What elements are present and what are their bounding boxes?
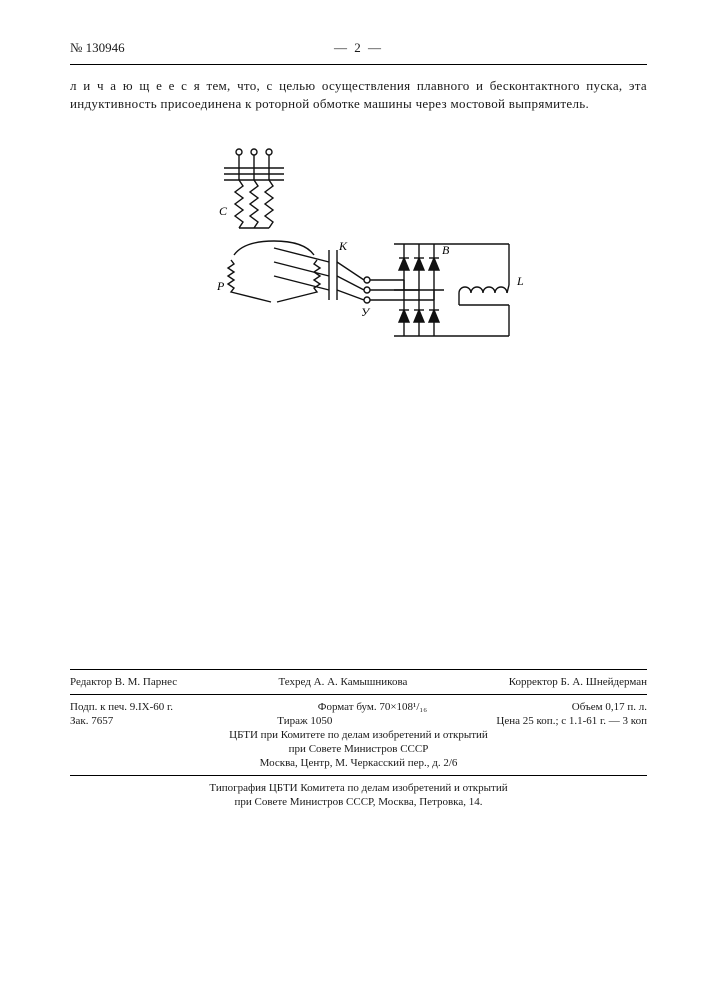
label-B: В [442,243,450,257]
volume: Объем 0,17 п. л. [572,701,647,713]
rule-1 [70,694,647,695]
paper-format: Формат бум. 70×108¹/₁₆ [318,701,427,713]
order-no: Зак. 7657 [70,715,113,727]
header-underline [70,64,647,65]
typography-line-1: Типография ЦБТИ Комитета по делам изобре… [70,782,647,794]
label-C: С [219,204,228,218]
label-Y: У [361,305,371,319]
editor: Редактор В. М. Парнес [70,676,177,688]
doc-number: № 130946 [70,40,125,56]
price: Цена 25 коп.; с 1.1-61 г. — 3 коп [496,715,647,727]
techred: Техред А. А. Камышникова [279,676,408,688]
typography-line-2: при Совете Министров СССР, Москва, Петро… [70,796,647,808]
print-date: Подп. к печ. 9.IX-60 г. [70,701,173,713]
circulation: Тираж 1050 [277,715,332,727]
page-header: № 130946 — 2 — № 130946 [70,40,647,56]
page-marker: — 2 — [125,40,593,56]
rule-2 [70,775,647,776]
imprint-block: Редактор В. М. Парнес Техред А. А. Камыш… [70,663,647,810]
org-line-2: при Совете Министров СССР [70,743,647,755]
corrector: Корректор Б. А. Шнейдерман [509,676,647,688]
circuit-diagram: С Р К У В L [70,140,647,415]
rule-top [70,669,647,670]
body-paragraph: л и ч а ю щ е е с я тем, что, с целью ос… [70,77,647,112]
label-P: Р [216,279,225,293]
org-line-1: ЦБТИ при Комитете по делам изобретений и… [70,729,647,741]
circuit-svg: С Р К У В L [179,140,539,410]
label-K: К [338,239,348,253]
address-line: Москва, Центр, М. Черкасский пер., д. 2/… [70,757,647,769]
label-L: L [516,274,524,288]
